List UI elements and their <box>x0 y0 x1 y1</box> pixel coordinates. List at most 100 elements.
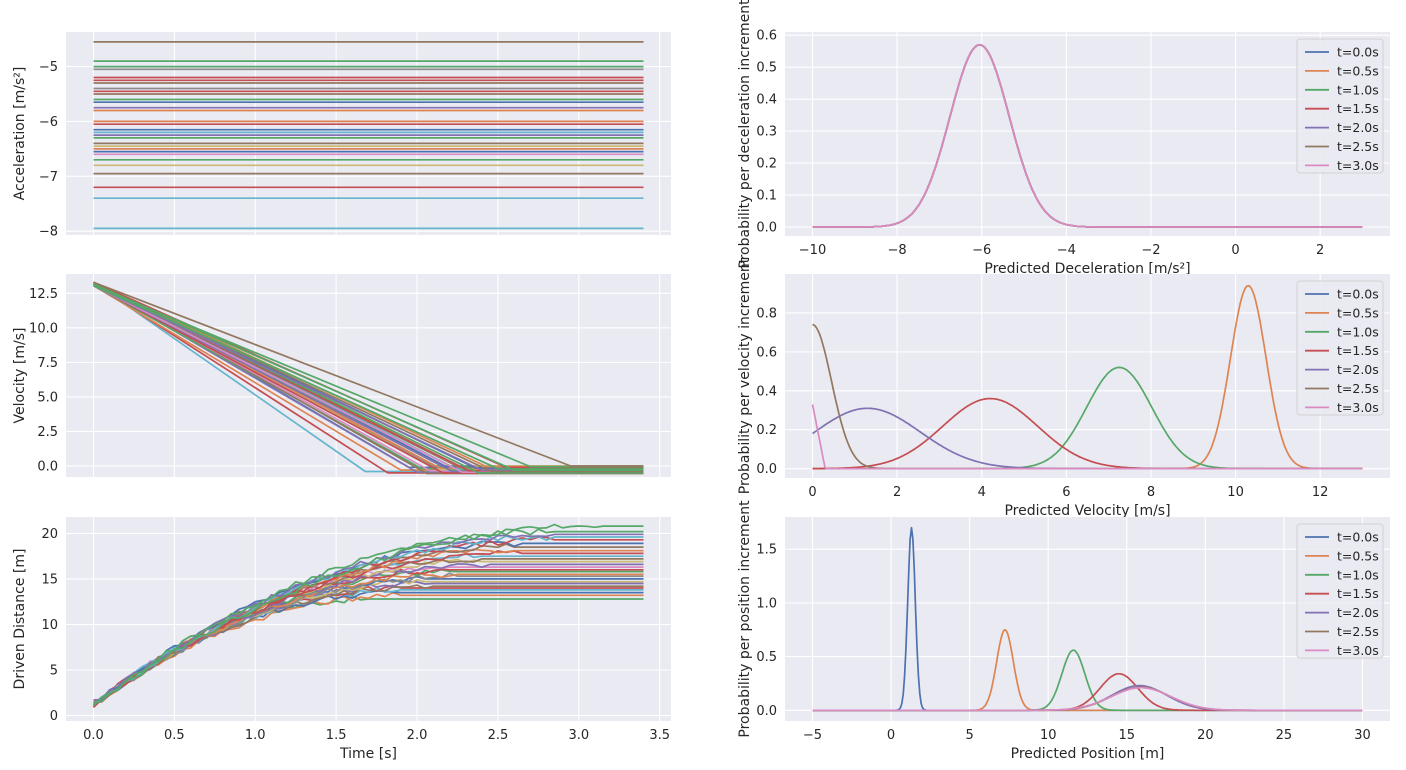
y-axis-label: Acceleration [m/s²] <box>12 67 28 201</box>
y-axis-label: Probability per velocity increment <box>737 257 753 494</box>
legend-entry: t=3.0s <box>1337 400 1379 415</box>
chart-acc: −8 −7 −6 −5 Acceleration [m/s²] <box>12 32 671 240</box>
legend-entry: t=3.0s <box>1337 158 1379 173</box>
legend-entry: t=0.0s <box>1337 287 1379 302</box>
x-axis-label: Time [s] <box>339 746 397 762</box>
x-tick-label: −2 <box>1141 243 1160 258</box>
x-tick-label: −10 <box>799 243 826 258</box>
series-group <box>92 523 644 708</box>
y-tick-label: 0.3 <box>756 125 777 140</box>
x-tick-label: −4 <box>1057 243 1076 258</box>
ppos-series-line <box>812 686 1363 712</box>
x-tick-label: −8 <box>888 243 907 258</box>
x-tick-label: 1.0 <box>245 728 266 743</box>
legend-frame <box>1296 280 1384 416</box>
legend-entry: t=0.5s <box>1337 63 1379 78</box>
pdec-series-line <box>812 43 1363 228</box>
legend-entry: t=2.0s <box>1337 120 1379 135</box>
x-tick-label: 2.0 <box>407 728 428 743</box>
y-tick-label: 0.8 <box>756 306 777 321</box>
chart-vel: 0.0 2.5 5.0 7.5 10.0 12.5 Velocity [m/s] <box>12 274 671 477</box>
y-axis-label: Driven Distance [m] <box>12 549 28 690</box>
x-tick-label: 3.0 <box>568 728 589 743</box>
y-tick-label: 5.0 <box>37 390 58 405</box>
legend-entry: t=3.0s <box>1337 643 1379 658</box>
x-tick-label: 3.5 <box>649 728 670 743</box>
x-tick-label: 2.5 <box>488 728 509 743</box>
chart-dist: 0.0 0.5 1.0 1.5 2.0 2.5 3.0 3.5 0 5 10 15 20 Time [s]… <box>12 517 671 762</box>
y-tick-label: 0.6 <box>756 345 777 360</box>
x-tick-label: 0 <box>887 728 895 743</box>
x-tick-label: 10 <box>1227 485 1244 500</box>
y-tick-label: 0.2 <box>756 423 777 438</box>
x-tick-label: −5 <box>803 728 822 743</box>
x-tick-label: 15 <box>1119 728 1136 743</box>
legend: t=0.0s t=0.5s t=1.0s t=1.5s t=2.0s t=2.5s t=3.… <box>1296 38 1384 174</box>
legend-entry: t=1.0s <box>1337 82 1379 97</box>
y-tick-label: 5 <box>50 664 58 679</box>
x-tick-label: 25 <box>1276 728 1293 743</box>
y-tick-label: 1.5 <box>756 543 777 558</box>
plot-area <box>66 274 671 477</box>
legend: t=0.0s t=0.5s t=1.0s t=1.5s t=2.0s t=2.5s t=3.… <box>1296 280 1384 416</box>
legend-entry: t=1.0s <box>1337 567 1379 582</box>
legend-entry: t=0.0s <box>1337 530 1379 545</box>
chart-ppos: −5 0 5 10 15 20 25 30 0.0 0.5 1.0 1.5 Predicted Posi… <box>737 500 1390 762</box>
legend-entry: t=1.5s <box>1337 586 1379 601</box>
x-tick-label: −6 <box>972 243 991 258</box>
series-group <box>93 41 644 230</box>
y-axis-label: Probability per position increment <box>737 500 753 738</box>
y-tick-label: 0.4 <box>756 384 777 399</box>
x-tick-label: 12 <box>1312 485 1329 500</box>
x-tick-label: 6 <box>1062 485 1070 500</box>
legend-entry: t=2.5s <box>1337 381 1379 396</box>
legend-entry: t=0.5s <box>1337 548 1379 563</box>
legend-entry: t=2.0s <box>1337 362 1379 377</box>
y-tick-label: 10 <box>41 618 58 633</box>
legend-entry: t=1.5s <box>1337 101 1379 116</box>
chart-pdec: −10 −8 −6 −4 −2 0 2 0.0 0.1 0.2 0.3 0.4 0.5 0.6 Predic… <box>737 0 1390 277</box>
x-axis-label: Predicted Position [m] <box>1011 746 1165 762</box>
x-tick-label: 20 <box>1197 728 1214 743</box>
plot-area <box>785 274 1390 478</box>
y-tick-label: 10.0 <box>29 321 58 336</box>
y-tick-label: 0 <box>50 709 58 724</box>
y-tick-label: −6 <box>39 115 58 130</box>
dist-series-line <box>93 528 644 704</box>
y-tick-label: 0.0 <box>756 704 777 719</box>
legend-frame <box>1296 523 1384 659</box>
plot-area <box>66 32 671 235</box>
legend-entry: t=2.0s <box>1337 605 1379 620</box>
legend-entry: t=0.0s <box>1337 45 1379 60</box>
y-tick-label: 0.5 <box>756 650 777 665</box>
y-tick-label: 0.4 <box>756 93 777 108</box>
x-tick-label: 1.5 <box>326 728 347 743</box>
y-tick-label: −7 <box>39 170 58 185</box>
series-group <box>812 43 1363 228</box>
dist-series-line <box>92 523 644 707</box>
y-tick-label: 0.0 <box>756 221 777 236</box>
y-tick-label: 15 <box>41 572 58 587</box>
x-tick-label: 0.5 <box>164 728 185 743</box>
x-axis-label: Predicted Deceleration [m/s²] <box>984 261 1190 277</box>
x-tick-label: 4 <box>978 485 986 500</box>
y-tick-label: 0.5 <box>756 61 777 76</box>
y-tick-label: −5 <box>39 60 58 75</box>
chart-pvel: 0 2 4 6 8 10 12 0.0 0.2 0.4 0.6 0.8 Predicted Veloci… <box>737 257 1390 519</box>
x-tick-label: 5 <box>966 728 974 743</box>
y-tick-label: 12.5 <box>29 287 58 302</box>
x-tick-label: 0.0 <box>83 728 104 743</box>
y-tick-label: 20 <box>41 527 58 542</box>
plot-area <box>785 517 1390 721</box>
x-tick-label: 0 <box>808 485 816 500</box>
x-tick-label: 10 <box>1040 728 1057 743</box>
pvel-series-line <box>811 404 1363 470</box>
plot-area <box>785 32 1390 236</box>
series-group <box>812 526 1363 712</box>
y-tick-label: 7.5 <box>37 356 58 371</box>
y-tick-label: −8 <box>39 225 58 240</box>
series-group <box>93 281 644 475</box>
vel-series-line <box>93 283 644 471</box>
y-tick-label: 0.1 <box>756 189 777 204</box>
